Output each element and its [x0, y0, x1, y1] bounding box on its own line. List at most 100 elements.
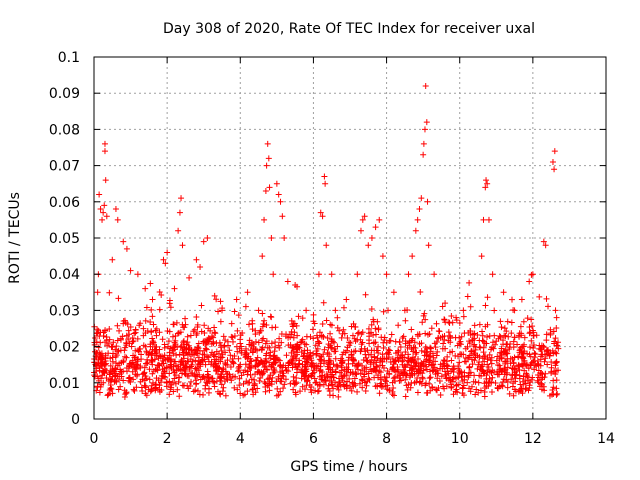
data-point [484, 180, 491, 187]
data-point [467, 332, 474, 339]
data-point [246, 379, 253, 386]
data-point [411, 339, 418, 346]
data-point [123, 245, 130, 252]
data-point [448, 381, 455, 388]
data-point [508, 330, 515, 337]
data-point [110, 350, 117, 357]
data-point [553, 391, 560, 398]
data-point [516, 366, 523, 373]
data-point [129, 361, 136, 368]
data-point [327, 330, 334, 337]
data-point [294, 345, 301, 352]
data-point [460, 313, 467, 320]
data-point [347, 384, 354, 391]
data-point [491, 332, 498, 339]
data-point [461, 369, 468, 376]
data-point [188, 346, 195, 353]
data-point [314, 334, 321, 341]
data-point [402, 364, 409, 371]
data-point [410, 354, 417, 361]
data-point [303, 307, 310, 314]
data-point [423, 380, 430, 387]
data-point [376, 216, 383, 223]
data-point [289, 360, 296, 367]
data-point [340, 304, 347, 311]
data-point [449, 375, 456, 382]
data-point [551, 148, 558, 155]
data-point [266, 344, 273, 351]
data-point [416, 340, 423, 347]
data-point [529, 327, 536, 334]
data-point [144, 356, 151, 363]
data-point [120, 320, 127, 327]
data-point [390, 289, 397, 296]
data-point [202, 361, 209, 368]
data-point [453, 317, 460, 324]
data-point [134, 271, 141, 278]
data-point [418, 347, 425, 354]
data-point [156, 289, 163, 296]
data-point [357, 370, 364, 377]
data-point [99, 216, 106, 223]
data-point [385, 349, 392, 356]
data-point [177, 366, 184, 373]
data-point [349, 368, 356, 375]
data-point [518, 330, 525, 337]
data-point [382, 378, 389, 385]
data-point [380, 308, 387, 315]
data-point [249, 386, 256, 393]
data-point [184, 333, 191, 340]
data-point [402, 393, 409, 400]
data-point [290, 334, 297, 341]
data-point [422, 330, 429, 337]
data-point [186, 350, 193, 357]
data-point [132, 326, 139, 333]
data-point [208, 358, 215, 365]
data-point [512, 378, 519, 385]
data-point [114, 322, 121, 329]
data-point [285, 368, 292, 375]
data-point [278, 339, 285, 346]
data-point [123, 339, 130, 346]
data-point [200, 340, 207, 347]
data-point [159, 373, 166, 380]
data-point [379, 253, 386, 260]
data-point [272, 344, 279, 351]
data-point [303, 341, 310, 348]
data-point [429, 384, 436, 391]
data-point [266, 184, 273, 191]
data-point [152, 344, 159, 351]
data-point [336, 327, 343, 334]
data-point [330, 374, 337, 381]
data-point [389, 388, 396, 395]
data-point [142, 285, 149, 292]
data-point [457, 341, 464, 348]
data-point [334, 383, 341, 390]
data-point [131, 354, 138, 361]
data-point [524, 377, 531, 384]
data-point [205, 374, 212, 381]
data-point [518, 385, 525, 392]
data-point [413, 349, 420, 356]
data-point [405, 351, 412, 358]
data-point [546, 392, 553, 399]
data-point [148, 352, 155, 359]
data-point [120, 377, 127, 384]
data-point [187, 370, 194, 377]
data-point [327, 321, 334, 328]
data-point [377, 376, 384, 383]
data-point [184, 382, 191, 389]
data-point [300, 352, 307, 359]
data-point [322, 180, 329, 187]
data-point [375, 326, 382, 333]
data-point [498, 368, 505, 375]
data-point [142, 317, 149, 324]
data-point [426, 375, 433, 382]
data-point [486, 351, 493, 358]
data-point [383, 350, 390, 357]
data-point [349, 360, 356, 367]
data-point [158, 360, 165, 367]
data-point [273, 392, 280, 399]
data-point [554, 342, 561, 349]
data-point [227, 363, 234, 370]
